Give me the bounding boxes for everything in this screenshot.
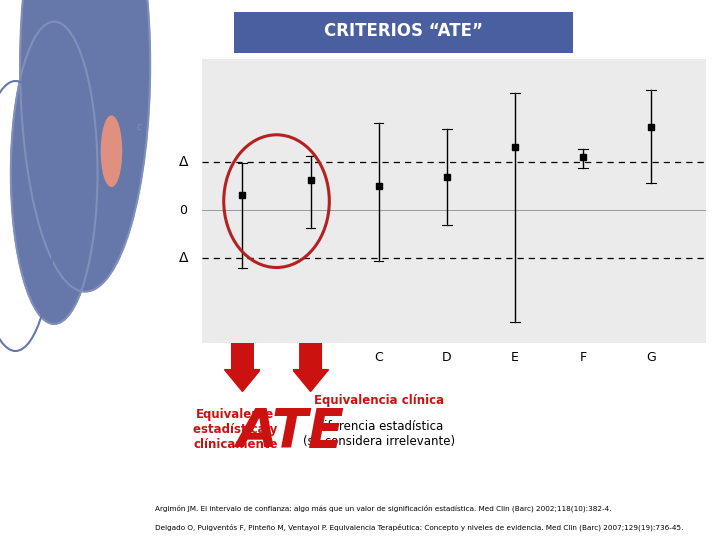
Text: ATE: ATE (236, 406, 344, 458)
Text: 0: 0 (179, 204, 188, 217)
Text: Δ: Δ (179, 252, 189, 266)
Text: Δ: Δ (179, 155, 189, 169)
FancyBboxPatch shape (234, 12, 573, 53)
Text: c: c (136, 122, 142, 132)
Polygon shape (292, 343, 328, 391)
Circle shape (20, 0, 150, 292)
Text: Equivalente
estadística y
clínicamente: Equivalente estadística y clínicamente (193, 408, 277, 451)
Circle shape (11, 22, 97, 324)
Text: Diferencia estadística
(se considera irrelevante): Diferencia estadística (se considera irr… (302, 420, 455, 448)
Text: Argimón JM. El intervalo de confianza: algo más que un valor de significación es: Argimón JM. El intervalo de confianza: a… (155, 505, 611, 512)
Polygon shape (225, 343, 261, 391)
Text: Equivalencia clínica: Equivalencia clínica (314, 394, 444, 407)
Circle shape (102, 116, 122, 186)
Text: Delgado O, Puigventós F, Pinteño M, Ventayol P. Equivalencia Terapéutica: Concep: Delgado O, Puigventós F, Pinteño M, Vent… (155, 524, 683, 531)
Text: CRITERIOS “ATE”: CRITERIOS “ATE” (324, 23, 483, 40)
